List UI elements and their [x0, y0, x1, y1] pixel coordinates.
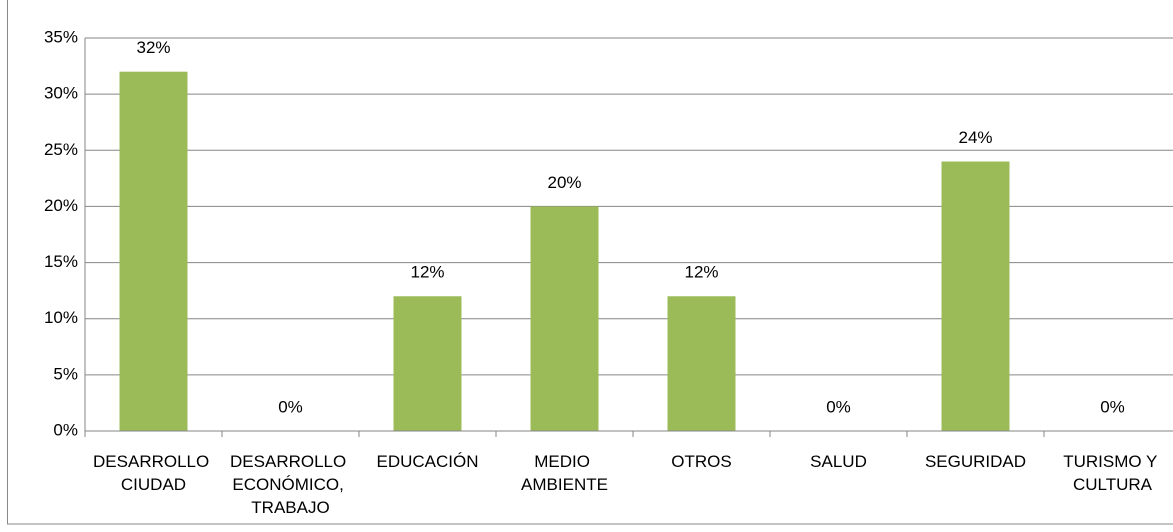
y-tick-label: 15%	[44, 252, 78, 271]
bar	[393, 296, 462, 431]
value-label: 20%	[547, 173, 581, 192]
x-tick-label: DESARROLLO CIUDAD	[93, 452, 214, 494]
bar	[667, 296, 736, 431]
y-tick-label: 0%	[53, 420, 78, 439]
y-tick-label: 20%	[44, 196, 78, 215]
x-tick-label: DESARROLLO ECONÓMICO, TRABAJO	[230, 452, 351, 517]
x-tick-label: SALUD	[810, 452, 867, 471]
bar	[119, 71, 188, 431]
value-label: 12%	[410, 263, 444, 282]
y-tick-label: 30%	[44, 84, 78, 103]
value-label: 12%	[684, 263, 718, 282]
x-tick-label: MEDIO AMBIENTE	[521, 452, 608, 494]
x-tick-label: TURISMO Y CULTURA	[1063, 452, 1162, 494]
x-tick-label: OTROS	[671, 452, 731, 471]
y-tick-label: 35%	[44, 27, 78, 46]
y-tick-label: 25%	[44, 140, 78, 159]
x-tick-label: SEGURIDAD	[925, 452, 1026, 471]
value-label: 0%	[826, 397, 851, 416]
value-label: 24%	[958, 128, 992, 147]
y-tick-label: 5%	[53, 364, 78, 383]
x-tick-label: EDUCACIÓN	[376, 452, 478, 471]
chart-frame	[7, 0, 1173, 525]
value-label: 0%	[1100, 397, 1125, 416]
bar	[941, 161, 1010, 431]
value-label: 0%	[278, 397, 303, 416]
value-label: 32%	[136, 38, 170, 57]
y-tick-label: 10%	[44, 308, 78, 327]
bar	[530, 206, 599, 431]
